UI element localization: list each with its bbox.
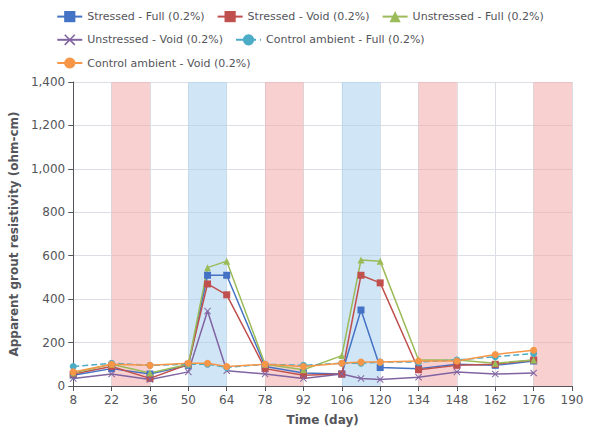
svg-text:134: 134 (407, 393, 430, 407)
svg-text:Time (day): Time (day) (287, 413, 359, 427)
svg-text:Stressed - Void (0.2%): Stressed - Void (0.2%) (248, 10, 370, 23)
svg-text:78: 78 (257, 393, 272, 407)
svg-text:22: 22 (104, 393, 119, 407)
svg-text:1,000: 1,000 (31, 162, 65, 176)
svg-text:190: 190 (561, 393, 584, 407)
svg-text:120: 120 (369, 393, 392, 407)
svg-text:50: 50 (181, 393, 196, 407)
svg-text:1,200: 1,200 (31, 118, 65, 132)
svg-text:400: 400 (42, 292, 65, 306)
svg-text:148: 148 (445, 393, 468, 407)
svg-text:Control ambient - Full (0.2%): Control ambient - Full (0.2%) (266, 33, 425, 46)
svg-text:200: 200 (42, 336, 65, 350)
svg-text:1,400: 1,400 (31, 75, 65, 89)
svg-text:92: 92 (296, 393, 311, 407)
svg-text:162: 162 (484, 393, 507, 407)
svg-text:0: 0 (58, 379, 66, 393)
svg-text:8: 8 (69, 393, 77, 407)
svg-text:Apparent grout resistivity (oh: Apparent grout resistivity (ohm-cm) (7, 111, 21, 356)
svg-text:800: 800 (42, 205, 65, 219)
svg-text:Stressed - Full (0.2%): Stressed - Full (0.2%) (87, 10, 204, 23)
svg-text:Unstressed - Full (0.2%): Unstressed - Full (0.2%) (413, 10, 544, 23)
svg-text:106: 106 (330, 393, 353, 407)
svg-text:64: 64 (219, 393, 234, 407)
svg-text:600: 600 (42, 249, 65, 263)
svg-text:Control ambient - Void (0.2%): Control ambient - Void (0.2%) (87, 57, 250, 70)
svg-text:36: 36 (142, 393, 157, 407)
svg-text:Unstressed - Void (0.2%): Unstressed - Void (0.2%) (87, 33, 223, 46)
svg-text:176: 176 (522, 393, 545, 407)
